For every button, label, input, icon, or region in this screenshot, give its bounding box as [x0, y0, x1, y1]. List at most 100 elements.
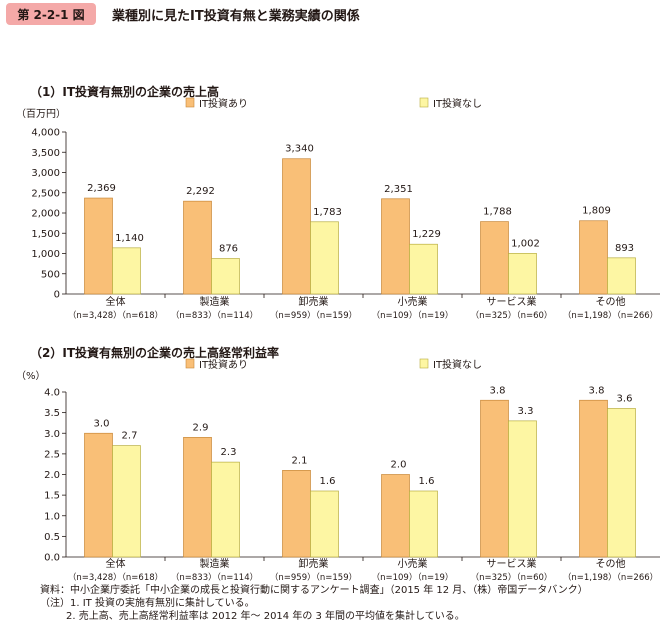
bar [381, 198, 410, 295]
category-label: 製造業 [200, 295, 230, 308]
footnote-2: 2. 売上高、売上高経常利益率は 2012 年〜 2014 年の 3 年間の平均… [66, 611, 465, 622]
data-label: 2.3 [221, 447, 237, 458]
bar [409, 490, 438, 558]
bar [607, 257, 636, 295]
category-label: サービス業 [487, 557, 537, 570]
bar [282, 158, 311, 295]
data-label: 2.9 [193, 422, 209, 433]
category-label: サービス業 [487, 295, 537, 308]
category-label: 全体 [106, 557, 126, 570]
data-label: 3,340 [285, 144, 314, 155]
legend-swatch [185, 358, 195, 369]
category-count-label: （n=833）（n=114） [171, 572, 258, 583]
data-label: 2.0 [391, 460, 407, 471]
figure-title: 業種別に見たIT投資有無と業務実績の関係 [112, 9, 360, 24]
y-tick-label: 500 [41, 269, 60, 280]
bar [508, 420, 537, 558]
category-label: 小売業 [398, 557, 428, 570]
data-label: 1,788 [483, 207, 512, 218]
category-label: その他 [596, 295, 626, 308]
y-tick-label: 4,000 [31, 128, 60, 139]
category-label: 製造業 [200, 557, 230, 570]
data-label: 1,140 [115, 233, 144, 244]
y-tick-label: 3.5 [44, 408, 60, 419]
data-label: 1.6 [419, 476, 435, 487]
data-label: 1,809 [582, 206, 611, 217]
category-label: 卸売業 [299, 557, 329, 570]
data-label: 893 [615, 243, 634, 254]
bar [282, 470, 311, 558]
data-label: 3.8 [589, 385, 605, 396]
bar [183, 437, 212, 558]
category-label: 小売業 [398, 295, 428, 308]
y-axis-unit-label: （%） [16, 370, 46, 382]
y-tick-label: 2,500 [31, 188, 60, 199]
data-label: 3.0 [94, 418, 110, 429]
legend-label: IT投資あり [199, 358, 248, 371]
y-tick-label: 0.0 [44, 553, 60, 564]
y-tick-label: 2.0 [44, 470, 60, 481]
data-label: 1,229 [412, 229, 441, 240]
charts-canvas: （1）IT投資有無別の企業の売上高 （百万円） IT投資あり IT投資なし 0 500 1,… [16, 84, 660, 583]
bar [112, 445, 141, 558]
bar [480, 221, 509, 295]
category-label: 全体 [106, 295, 126, 308]
bar [84, 197, 113, 295]
bar [211, 258, 240, 295]
y-tick-label: 1.0 [44, 511, 60, 522]
chart-title: （2）IT投資有無別の企業の売上高経常利益率 [30, 345, 279, 360]
category-count-label: （n=3,428）（n=618） [68, 572, 163, 583]
category-count-label: （n=109）（n=19） [372, 310, 454, 321]
y-tick-label: 2,000 [31, 209, 60, 220]
y-tick-label: 0.5 [44, 532, 60, 543]
category-count-label: （n=3,428）（n=618） [68, 310, 163, 321]
bar [183, 200, 212, 295]
data-label: 2,369 [87, 183, 116, 194]
category-count-label: （n=1,198）（n=266） [563, 310, 658, 321]
legend-label: IT投資なし [433, 358, 482, 371]
footnote-1: （注）1. IT 投資の実施有無別に集計している。 [40, 598, 255, 609]
bar [310, 221, 339, 295]
y-axis-unit-label: （百万円） [16, 108, 66, 120]
bar [409, 243, 438, 295]
data-label: 2.1 [292, 455, 308, 466]
category-label: その他 [596, 557, 626, 570]
y-tick-label: 3,500 [31, 148, 60, 159]
chart-title: （1）IT投資有無別の企業の売上高 [30, 84, 219, 99]
bar [84, 432, 113, 558]
bar [480, 399, 509, 558]
category-count-label: （n=1,198）（n=266） [563, 572, 658, 583]
bar [381, 474, 410, 558]
source-note: 資料：中小企業庁委託「中小企業の成長と投資行動に関するアンケート調査」（2015… [40, 585, 588, 596]
figure-number-badge: 第 2-2-1 図 [6, 3, 96, 25]
data-label: 3.3 [518, 406, 534, 417]
y-tick-label: 3.0 [44, 429, 60, 440]
category-label: 卸売業 [299, 295, 329, 308]
data-label: 2,351 [384, 184, 413, 195]
category-count-label: （n=109）（n=19） [372, 572, 454, 583]
legend-label: IT投資あり [199, 97, 248, 110]
y-tick-label: 4.0 [44, 388, 60, 399]
category-count-label: （n=833）（n=114） [171, 310, 258, 321]
y-tick-label: 1,500 [31, 229, 60, 240]
data-label: 876 [219, 244, 238, 255]
legend-swatch [419, 97, 429, 108]
data-label: 2,292 [186, 186, 215, 197]
bar [310, 490, 339, 558]
category-count-label: （n=959）（n=159） [270, 572, 357, 583]
data-label: 2.7 [122, 431, 138, 442]
bar [579, 399, 608, 558]
legend-swatch [419, 358, 429, 369]
legend-swatch [185, 97, 195, 108]
data-label: 1.6 [320, 476, 336, 487]
legend-label: IT投資なし [433, 97, 482, 110]
bar [607, 408, 636, 558]
data-label: 3.8 [490, 385, 506, 396]
category-count-label: （n=325）（n=60） [471, 310, 553, 321]
y-tick-label: 2.5 [44, 449, 60, 460]
y-tick-label: 1.5 [44, 491, 60, 502]
bar [211, 461, 240, 558]
category-count-label: （n=325）（n=60） [471, 572, 553, 583]
y-tick-label: 1,000 [31, 249, 60, 260]
data-label: 3.6 [617, 394, 633, 405]
